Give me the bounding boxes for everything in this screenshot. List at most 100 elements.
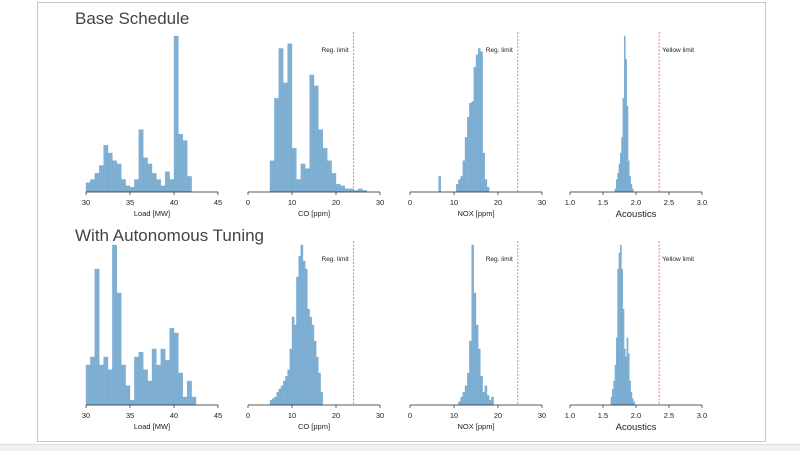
base-co-tick-label: 20 bbox=[332, 198, 340, 207]
base-nox-bar bbox=[438, 176, 441, 193]
base-load-bar bbox=[90, 179, 95, 193]
tuned-nox-tick-label: 30 bbox=[538, 411, 546, 420]
tuned-load-bar bbox=[116, 292, 122, 406]
tuned-co-bar bbox=[289, 348, 293, 406]
tuned-co-bar bbox=[309, 316, 312, 406]
tuned-acoustics-tick-label: 3.0 bbox=[697, 411, 707, 420]
tuned-acoustics-bar bbox=[627, 353, 630, 406]
base-nox-bar bbox=[467, 116, 470, 193]
base-acoustics-x-label: Acoustics bbox=[616, 209, 657, 220]
base-nox-bar bbox=[460, 176, 463, 193]
tuned-acoustics-x-label: Acoustics bbox=[616, 422, 657, 433]
base-nox-tick-label: 30 bbox=[538, 198, 546, 207]
base-co-limit-label: Reg. limit bbox=[322, 47, 349, 54]
base-acoustics-tick-label: 1.0 bbox=[565, 198, 575, 207]
base-acoustics-bar bbox=[614, 188, 617, 193]
tuned-acoustics-bar bbox=[621, 268, 623, 406]
base-acoustics-bar bbox=[629, 176, 631, 193]
tuned-nox-bar bbox=[486, 395, 490, 406]
tuned-load-bar bbox=[103, 356, 109, 406]
base-acoustics-limit-label: Yellow limit bbox=[662, 47, 694, 54]
base-load-bar bbox=[107, 152, 113, 193]
tuned-co-x-label: CO [ppm] bbox=[298, 422, 330, 431]
base-load-bar bbox=[143, 157, 148, 193]
base-load-bar bbox=[121, 179, 126, 193]
tuned-acoustics-tick-label: 2.5 bbox=[664, 411, 674, 420]
tuned-acoustics-bar bbox=[613, 380, 616, 406]
base-load-bar bbox=[134, 179, 139, 193]
tuned-nox-bar bbox=[467, 372, 470, 406]
base-acoustics-bar bbox=[625, 59, 627, 193]
tuned-co-bar bbox=[274, 396, 277, 406]
base-acoustics-bar bbox=[631, 188, 634, 193]
base-nox-bar bbox=[456, 184, 459, 193]
tuned-load-bar bbox=[165, 360, 170, 406]
section-title-autonomous-tuning: With Autonomous Tuning bbox=[75, 226, 265, 245]
base-co-bar bbox=[274, 98, 279, 193]
tuned-load-bar bbox=[99, 364, 104, 406]
tuned-co-bar bbox=[285, 376, 288, 406]
base-co-bar bbox=[340, 185, 345, 193]
base-co-bar bbox=[278, 48, 284, 193]
tuned-nox-bar bbox=[484, 385, 488, 406]
base-acoustics-bar bbox=[623, 35, 626, 193]
tuned-acoustics-bar bbox=[631, 398, 634, 406]
base-load-bar bbox=[125, 185, 131, 193]
base-co-bar bbox=[313, 85, 319, 193]
base-load-x-label: Load [MW] bbox=[134, 209, 170, 218]
tuned-co-bar bbox=[305, 268, 308, 406]
tuned-load-bar bbox=[138, 352, 144, 406]
base-co-bar bbox=[291, 148, 297, 193]
tuned-acoustics-bar bbox=[617, 268, 619, 406]
base-nox-bar bbox=[471, 101, 474, 193]
tuned-acoustics-bar bbox=[625, 356, 627, 406]
tuned-co-tick-label: 30 bbox=[376, 411, 384, 420]
base-acoustics-bar bbox=[620, 152, 622, 193]
tuned-nox-bar bbox=[475, 324, 479, 406]
base-nox-bar bbox=[486, 187, 490, 193]
base-co-bar bbox=[322, 148, 328, 193]
tuned-co-bar bbox=[313, 340, 317, 406]
tuned-co-tick-label: 20 bbox=[332, 411, 340, 420]
tuned-co-bar bbox=[311, 324, 315, 406]
base-co-bar bbox=[269, 160, 275, 193]
base-acoustics-tick-label: 3.0 bbox=[697, 198, 707, 207]
base-load-bar bbox=[94, 173, 100, 193]
base-load-bar bbox=[112, 160, 117, 193]
base-co-bar bbox=[335, 184, 341, 193]
tuned-acoustics-limit-label: Yellow limit bbox=[662, 256, 694, 263]
tuned-nox-bar bbox=[469, 340, 472, 406]
base-co-bar bbox=[305, 168, 310, 193]
base-acoustics-tick-label: 2.5 bbox=[664, 198, 674, 207]
tuned-co-bar bbox=[298, 256, 301, 406]
tuned-load-bar bbox=[107, 369, 113, 406]
tuned-nox-bar bbox=[462, 392, 466, 406]
base-load-bar bbox=[169, 179, 175, 193]
base-load-tick-label: 45 bbox=[214, 198, 222, 207]
base-load-bar bbox=[173, 35, 179, 193]
tuned-load-bar bbox=[151, 348, 157, 406]
tuned-load-bar bbox=[134, 356, 139, 406]
tuned-nox-tick-label: 0 bbox=[408, 411, 412, 420]
base-acoustics-bar bbox=[618, 163, 621, 193]
tuned-load-tick-label: 35 bbox=[126, 411, 134, 420]
base-nox-tick-label: 20 bbox=[494, 198, 502, 207]
base-nox-limit-label: Reg. limit bbox=[486, 47, 513, 54]
tuned-load-bar bbox=[156, 364, 161, 406]
base-acoustics-bar bbox=[630, 184, 633, 193]
base-acoustics-tick-label: 2.0 bbox=[631, 198, 641, 207]
tuned-co-bar bbox=[300, 244, 304, 406]
tuned-nox-limit-label: Reg. limit bbox=[486, 256, 513, 263]
base-co-bar bbox=[344, 188, 350, 193]
tuned-nox-bar bbox=[473, 292, 477, 406]
base-load-bar bbox=[138, 129, 144, 193]
base-nox-x-label: NOX [ppm] bbox=[457, 209, 494, 218]
tuned-nox-bar bbox=[460, 396, 463, 406]
tuned-load-bar bbox=[143, 369, 148, 406]
base-acoustics-bar bbox=[626, 106, 629, 193]
base-co-bar bbox=[296, 179, 301, 193]
tuned-nox-bar bbox=[489, 400, 492, 406]
tuned-nox-tick-label: 20 bbox=[494, 411, 502, 420]
tuned-load-tick-label: 45 bbox=[214, 411, 222, 420]
tuned-co-bar bbox=[296, 276, 299, 406]
